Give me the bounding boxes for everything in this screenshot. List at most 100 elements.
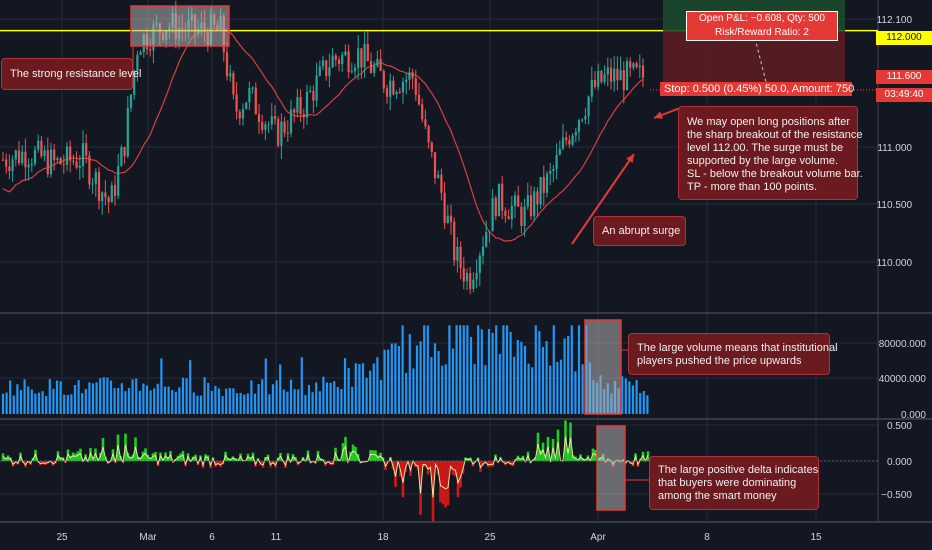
candle-body [37,140,40,150]
volume-bar [495,325,498,414]
delta-fill [134,437,137,461]
candle-body [133,70,136,95]
volume-bar [538,331,541,414]
candle-body [110,185,113,203]
delta-fill [151,453,155,461]
volume-bar [372,363,375,414]
candle-body [94,172,97,184]
volume-bar [63,394,66,414]
delta-fill [126,452,130,461]
volume-bar [333,381,336,414]
entry-arrow-head [654,111,663,119]
countdown-tag: 03:49:40 [876,88,932,102]
delta-tick-label: −0.500 [881,490,912,501]
volume-bar [268,394,271,414]
candle-body [33,149,37,164]
delta-fill [179,453,182,461]
volume-bar [34,393,37,414]
volume-bar [444,364,447,414]
volume-bar [113,388,116,414]
candle-body [520,206,523,226]
volume-bar [635,380,638,414]
candle-body [577,120,581,132]
volume-bar [81,393,84,414]
delta-note-line: among the smart money [658,490,777,502]
candle-body [232,73,235,95]
candle-body [254,87,257,115]
volume-bar [624,378,627,414]
volume-bar [621,376,624,414]
volume-bar [192,392,195,414]
delta-fill [379,452,382,461]
moving-average [2,27,644,242]
candle-body [488,231,491,233]
volume-bar [437,350,440,414]
moving-average-line [2,27,644,242]
volume-bar [369,370,372,414]
volume-bar [1,393,5,414]
volume-bar [131,379,134,414]
entry-note-line: SL - below the breakout volume bar. [687,168,863,180]
volume-bar [120,383,123,414]
candle-body [331,55,334,68]
volume-bar [466,325,469,414]
volume-bar [473,363,476,414]
delta-fill [426,461,430,475]
volume-bar [88,382,91,414]
volume-bar [153,388,156,414]
volume-bar [95,382,98,414]
delta-fill [71,452,75,461]
candle-body [529,195,533,217]
candle-body [251,87,254,89]
candle-body [126,107,129,157]
candle-body [469,273,472,289]
candle-body [600,70,603,83]
volume-bar [156,383,159,414]
volume-bar [189,360,192,414]
candle-body [427,126,430,143]
volume-bar [199,395,203,414]
time-tick-label: 6 [209,532,215,543]
candle-body [123,147,126,157]
candle-body [587,96,590,117]
candle-body [344,51,347,55]
candle-body [549,170,552,174]
candle-body [149,49,152,51]
entry-note-line: TP - more than 100 points. [687,181,818,193]
volume-bar [167,386,170,414]
volume-bar [27,386,30,414]
candle-body [606,67,609,75]
candle-body [91,183,94,185]
candle-body [373,65,376,73]
volume-bar [448,325,451,414]
candle-body [389,80,392,97]
candle-body [424,119,427,127]
candle-body [117,165,120,196]
candle-body [446,215,449,224]
candle-body [597,70,600,87]
volume-bar [397,346,401,414]
volume-bar [304,395,307,414]
candle-body [568,140,571,145]
delta-fill [439,461,442,503]
pane-separators [0,0,932,523]
volume-bar [19,390,23,414]
delta-fill [354,446,357,461]
volume-bar [383,349,386,414]
volume-bar [5,392,8,414]
volume-note-line: players pushed the price upwards [637,355,802,367]
candle-body [347,51,350,73]
volume-bar [228,388,231,414]
volume-bar [520,341,523,414]
candle-body [353,67,357,72]
candle-body [453,221,456,261]
volume-bar [480,329,483,414]
volume-bar [253,393,257,414]
volume-bar [279,364,282,414]
delta-fill [371,450,375,461]
volume-bar [509,331,512,414]
volume-bar [498,354,501,414]
delta-fill [436,461,440,475]
candle-body [533,191,536,217]
volume-note-line: The large volume means that institutiona… [637,342,838,354]
